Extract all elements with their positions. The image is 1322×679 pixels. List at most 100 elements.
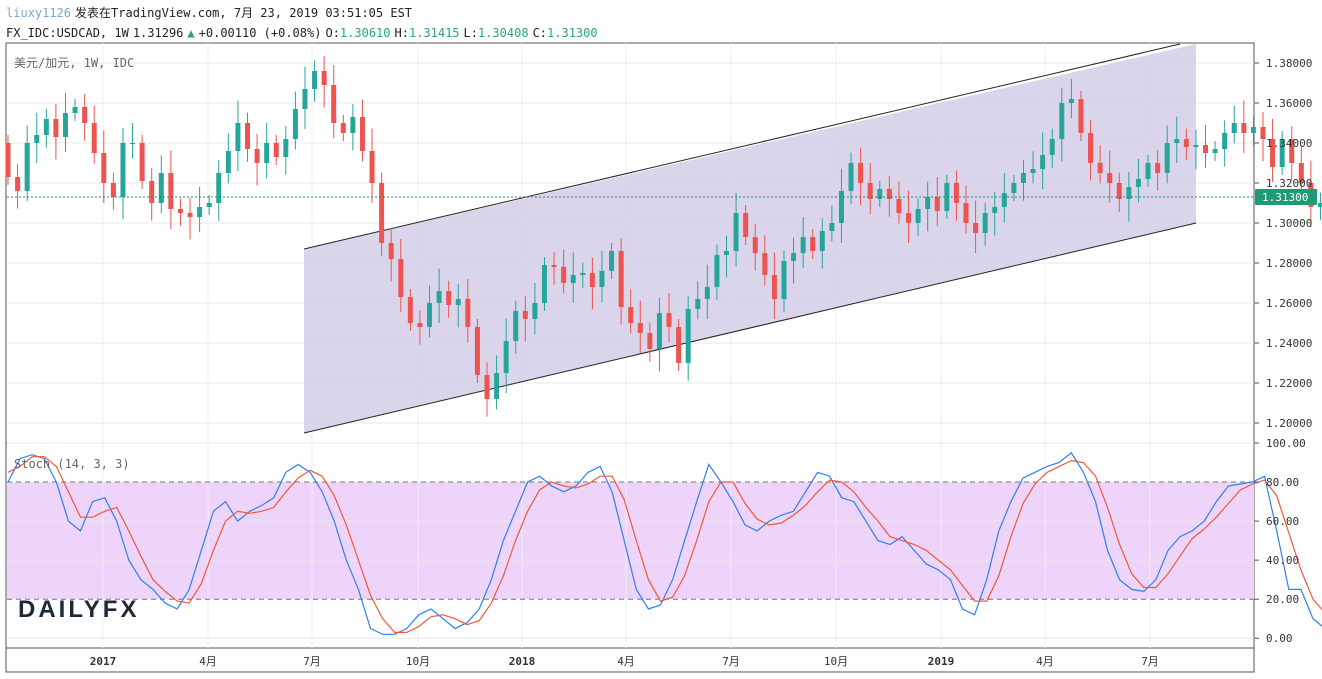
candle[interactable] xyxy=(541,257,547,311)
candle[interactable] xyxy=(379,172,385,256)
candle[interactable] xyxy=(944,175,950,219)
candle[interactable] xyxy=(34,112,40,163)
candle[interactable] xyxy=(695,281,701,320)
candle[interactable] xyxy=(982,202,988,246)
candle[interactable] xyxy=(331,65,337,139)
candle[interactable] xyxy=(292,91,298,150)
candle[interactable] xyxy=(120,127,126,220)
candle[interactable] xyxy=(139,135,145,189)
candle[interactable] xyxy=(216,160,222,221)
candle[interactable] xyxy=(62,93,68,153)
candle[interactable] xyxy=(484,362,490,417)
candle[interactable] xyxy=(589,257,595,310)
candle[interactable] xyxy=(455,283,461,328)
candle[interactable] xyxy=(436,268,442,323)
candle[interactable] xyxy=(743,205,749,245)
candle[interactable] xyxy=(752,224,758,271)
candle[interactable] xyxy=(1222,120,1228,167)
candle[interactable] xyxy=(925,181,931,232)
candle[interactable] xyxy=(522,295,528,342)
candle[interactable] xyxy=(570,252,576,303)
candle[interactable] xyxy=(43,108,49,148)
candle[interactable] xyxy=(551,252,557,285)
candle[interactable] xyxy=(254,133,260,186)
author-name[interactable]: liuxy1126 xyxy=(6,6,72,20)
candle[interactable] xyxy=(1193,129,1199,170)
candle[interactable] xyxy=(800,217,806,269)
candle[interactable] xyxy=(1078,91,1084,141)
candle[interactable] xyxy=(1164,125,1170,184)
candle[interactable] xyxy=(1174,116,1180,163)
candle[interactable] xyxy=(101,130,107,203)
candle[interactable] xyxy=(532,283,538,335)
candle[interactable] xyxy=(110,172,116,210)
candle[interactable] xyxy=(1135,159,1141,203)
candle[interactable] xyxy=(130,123,136,159)
candle[interactable] xyxy=(15,164,21,209)
candle[interactable] xyxy=(1030,151,1036,184)
candle[interactable] xyxy=(992,191,998,236)
candle[interactable] xyxy=(858,147,864,206)
candle[interactable] xyxy=(819,218,825,269)
candle[interactable] xyxy=(838,168,844,243)
candle[interactable] xyxy=(915,198,921,236)
candle[interactable] xyxy=(771,252,777,319)
candle[interactable] xyxy=(350,104,356,151)
candle[interactable] xyxy=(1279,131,1285,175)
candle[interactable] xyxy=(474,319,480,383)
stoch-line-d[interactable] xyxy=(7,456,1322,634)
candle[interactable] xyxy=(398,239,404,313)
candle[interactable] xyxy=(225,133,231,184)
candle[interactable] xyxy=(177,198,183,226)
candle[interactable] xyxy=(5,135,11,185)
candle[interactable] xyxy=(359,99,365,162)
candle[interactable] xyxy=(877,181,883,207)
candle[interactable] xyxy=(599,251,605,303)
candle[interactable] xyxy=(1298,145,1304,194)
candle[interactable] xyxy=(369,128,375,203)
candle[interactable] xyxy=(283,126,289,175)
candle[interactable] xyxy=(666,293,672,343)
candle[interactable] xyxy=(685,296,691,381)
candle[interactable] xyxy=(886,176,892,217)
candle[interactable] xyxy=(618,238,624,325)
channel-upper-line[interactable] xyxy=(303,43,1181,250)
candle[interactable] xyxy=(953,170,959,221)
candle[interactable] xyxy=(197,187,203,233)
candle[interactable] xyxy=(465,279,471,343)
candle[interactable] xyxy=(1155,150,1161,191)
candle[interactable] xyxy=(427,285,433,338)
candle[interactable] xyxy=(1020,160,1026,201)
candle[interactable] xyxy=(1049,128,1055,168)
candle[interactable] xyxy=(1212,141,1218,161)
stoch-line-k[interactable] xyxy=(7,451,1322,635)
candle[interactable] xyxy=(53,103,59,160)
candle[interactable] xyxy=(637,300,643,353)
candle[interactable] xyxy=(187,197,193,240)
candle[interactable] xyxy=(91,105,97,164)
candle[interactable] xyxy=(676,319,682,371)
candle[interactable] xyxy=(1270,119,1276,183)
candle[interactable] xyxy=(494,355,500,410)
candle[interactable] xyxy=(561,249,567,294)
candle[interactable] xyxy=(82,94,88,141)
candle[interactable] xyxy=(302,66,308,129)
candle[interactable] xyxy=(1145,155,1151,187)
candle[interactable] xyxy=(1001,173,1007,223)
candle[interactable] xyxy=(963,185,969,234)
candle[interactable] xyxy=(1231,105,1237,144)
candle[interactable] xyxy=(72,99,78,121)
candle[interactable] xyxy=(580,262,586,288)
candle[interactable] xyxy=(1260,111,1266,162)
candle[interactable] xyxy=(1097,145,1103,184)
candle[interactable] xyxy=(628,289,634,334)
candle[interactable] xyxy=(609,243,615,279)
candle[interactable] xyxy=(1116,172,1122,212)
candle[interactable] xyxy=(1203,125,1208,169)
candle[interactable] xyxy=(206,195,212,215)
candle[interactable] xyxy=(417,310,423,345)
candle[interactable] xyxy=(1317,192,1322,220)
candle[interactable] xyxy=(733,193,739,267)
candle[interactable] xyxy=(724,235,729,278)
